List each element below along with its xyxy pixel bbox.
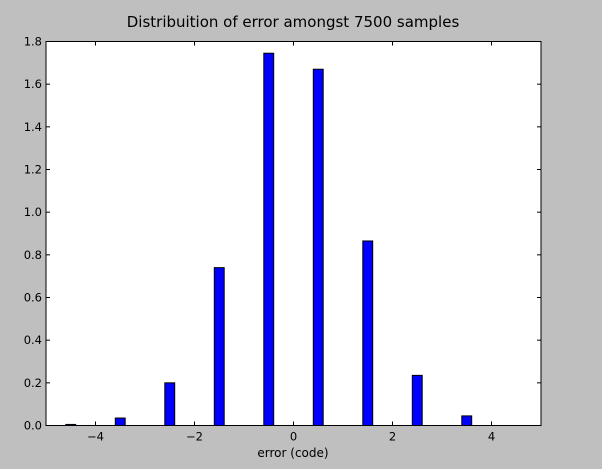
bar (164, 382, 176, 427)
x-tick-label: 0 (290, 430, 297, 444)
y-tick-label: 0.4 (24, 333, 42, 347)
y-tick-label: 0.6 (24, 291, 42, 305)
plot-area (46, 41, 541, 426)
y-ticks-group: 0.0 0.2 0.4 0.6 0.8 1.0 1.2 1.4 1.6 1.8 (24, 35, 541, 433)
x-ticks-group: −4 −2 0 2 4 (87, 41, 495, 444)
bar (213, 267, 225, 426)
y-tick-label: 0.0 (24, 419, 42, 433)
x-tick-label: −4 (87, 430, 104, 444)
y-tick-label: 1.2 (24, 163, 42, 177)
x-tick-label: −2 (186, 430, 203, 444)
bar (263, 52, 275, 426)
x-axis-label: error (code) (257, 446, 328, 460)
y-tick-label: 0.8 (24, 248, 42, 262)
y-tick-label: 1.0 (24, 205, 42, 219)
y-tick-label: 1.4 (24, 120, 42, 134)
y-tick-label: 0.2 (24, 376, 42, 390)
plot-frame (45, 41, 542, 426)
x-tick-label: 4 (488, 430, 495, 444)
y-tick-label: 1.6 (24, 77, 42, 91)
x-tick-label: 2 (389, 430, 396, 444)
bar (114, 417, 126, 426)
bar (362, 240, 374, 426)
chart-title: Distribuition of error amongst 7500 samp… (127, 13, 460, 31)
bar (411, 374, 423, 427)
y-tick-label: 1.8 (24, 35, 42, 49)
bar (461, 415, 473, 426)
bar (312, 68, 324, 426)
